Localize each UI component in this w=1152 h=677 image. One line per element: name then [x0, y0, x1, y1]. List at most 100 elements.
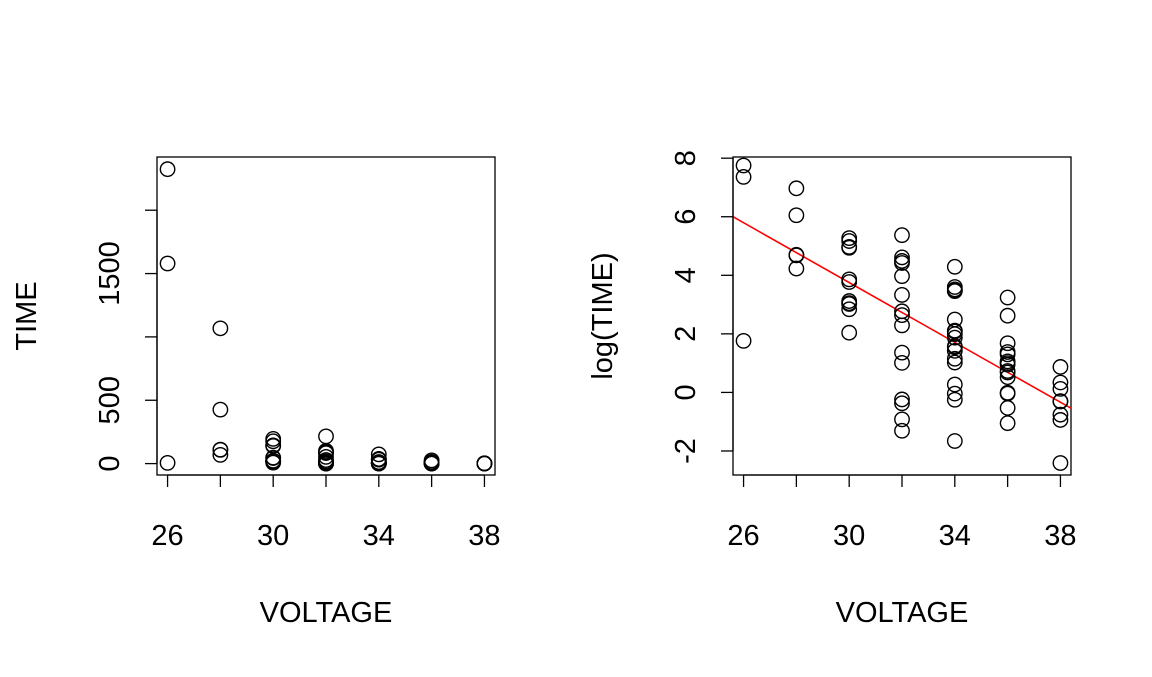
- data-point: [265, 449, 282, 466]
- data-point: [788, 260, 805, 277]
- data-point: [894, 307, 910, 324]
- y-tick-label: 1500: [94, 241, 126, 306]
- data-point: [894, 268, 910, 285]
- data-point: [894, 395, 910, 412]
- data-point: [999, 344, 1016, 360]
- data-point: [946, 279, 963, 295]
- data-point: [946, 433, 963, 449]
- plot-box: [732, 156, 1072, 476]
- data-point: [999, 335, 1016, 352]
- x-tick-label: 38: [468, 520, 500, 552]
- data-point: [894, 303, 910, 320]
- data-point: [894, 227, 910, 244]
- y-tick-label: 2: [670, 326, 702, 342]
- x-tick-label: 30: [833, 520, 865, 552]
- data-point: [1052, 393, 1069, 410]
- axis-ticks: 26 30 34 38 0 500 1500: [94, 209, 501, 552]
- data-points: [159, 161, 493, 472]
- y-tick-label: 0: [670, 384, 702, 400]
- x-axis-label: VOLTAGE: [836, 597, 969, 629]
- data-point: [841, 238, 858, 255]
- axis-ticks: 26 30 34 38 -2 0 2 4 6 8: [670, 150, 1077, 552]
- x-axis-label: VOLTAGE: [260, 597, 393, 629]
- y-axis-label: TIME: [11, 281, 43, 350]
- data-point: [212, 441, 229, 458]
- data-point: [894, 391, 910, 408]
- data-point: [946, 311, 963, 328]
- data-point: [735, 157, 752, 174]
- data-point: [999, 353, 1016, 370]
- data-point: [788, 246, 805, 263]
- y-tick-label: 500: [94, 376, 126, 424]
- data-point: [841, 301, 858, 318]
- data-point: [946, 385, 963, 402]
- regression-line: [732, 216, 1072, 409]
- data-point: [841, 293, 858, 309]
- data-points: [735, 157, 1069, 471]
- data-point: [894, 249, 910, 266]
- data-point: [1052, 406, 1069, 423]
- data-point: [735, 169, 752, 185]
- x-tick-label: 38: [1044, 520, 1076, 552]
- data-point: [159, 454, 176, 471]
- data-point: [318, 428, 334, 445]
- data-point: [476, 455, 493, 472]
- y-tick-label: -2: [670, 438, 702, 464]
- data-point: [423, 452, 440, 469]
- data-point: [841, 324, 858, 341]
- data-point: [946, 354, 963, 371]
- y-tick-label: 4: [670, 267, 702, 283]
- data-point: [999, 384, 1016, 401]
- data-point: [946, 282, 963, 299]
- data-point: [946, 376, 963, 393]
- data-point: [999, 289, 1016, 306]
- data-point: [946, 350, 963, 367]
- data-point: [370, 451, 387, 467]
- data-point: [999, 363, 1016, 379]
- data-point: [1052, 455, 1069, 471]
- time-vs-voltage-plot: 26 30 34 38 0 500 1500 VOLTAGE TIME: [11, 156, 501, 629]
- data-point: [894, 253, 910, 269]
- data-point: [894, 422, 910, 439]
- data-point: [1052, 381, 1069, 397]
- data-point: [999, 307, 1016, 324]
- data-point: [212, 320, 229, 337]
- x-tick-label: 34: [939, 520, 971, 552]
- log-time-vs-voltage-plot: 26 30 34 38 -2 0 2 4 6 8 VOLTAGE log(TIME): [587, 150, 1077, 629]
- data-point: [159, 255, 176, 272]
- data-point: [212, 401, 229, 418]
- data-point: [894, 354, 910, 371]
- data-point: [265, 437, 282, 454]
- data-point: [999, 400, 1016, 416]
- data-point: [788, 180, 805, 197]
- data-point: [946, 329, 963, 346]
- data-point: [1052, 374, 1069, 391]
- data-point: [841, 230, 858, 247]
- x-tick-label: 26: [727, 520, 759, 552]
- data-point: [212, 446, 229, 463]
- regression-line-group: [732, 216, 1072, 409]
- y-tick-label: 6: [670, 209, 702, 225]
- x-tick-label: 34: [363, 520, 395, 552]
- plot-box: [156, 156, 496, 476]
- data-point: [841, 271, 858, 288]
- data-point: [265, 431, 282, 447]
- data-point: [370, 446, 387, 463]
- data-point: [894, 344, 910, 361]
- data-point: [946, 342, 963, 359]
- data-point: [946, 391, 963, 408]
- data-point: [946, 322, 963, 339]
- data-point: [788, 207, 805, 224]
- y-axis-label: log(TIME): [587, 252, 619, 379]
- data-point: [1052, 412, 1069, 428]
- x-tick-label: 26: [151, 520, 183, 552]
- data-point: [318, 448, 334, 465]
- x-tick-label: 30: [257, 520, 289, 552]
- data-point: [946, 258, 963, 275]
- y-tick-label: 0: [94, 456, 126, 472]
- data-point: [894, 287, 910, 303]
- data-point: [159, 161, 176, 178]
- data-point: [999, 415, 1016, 432]
